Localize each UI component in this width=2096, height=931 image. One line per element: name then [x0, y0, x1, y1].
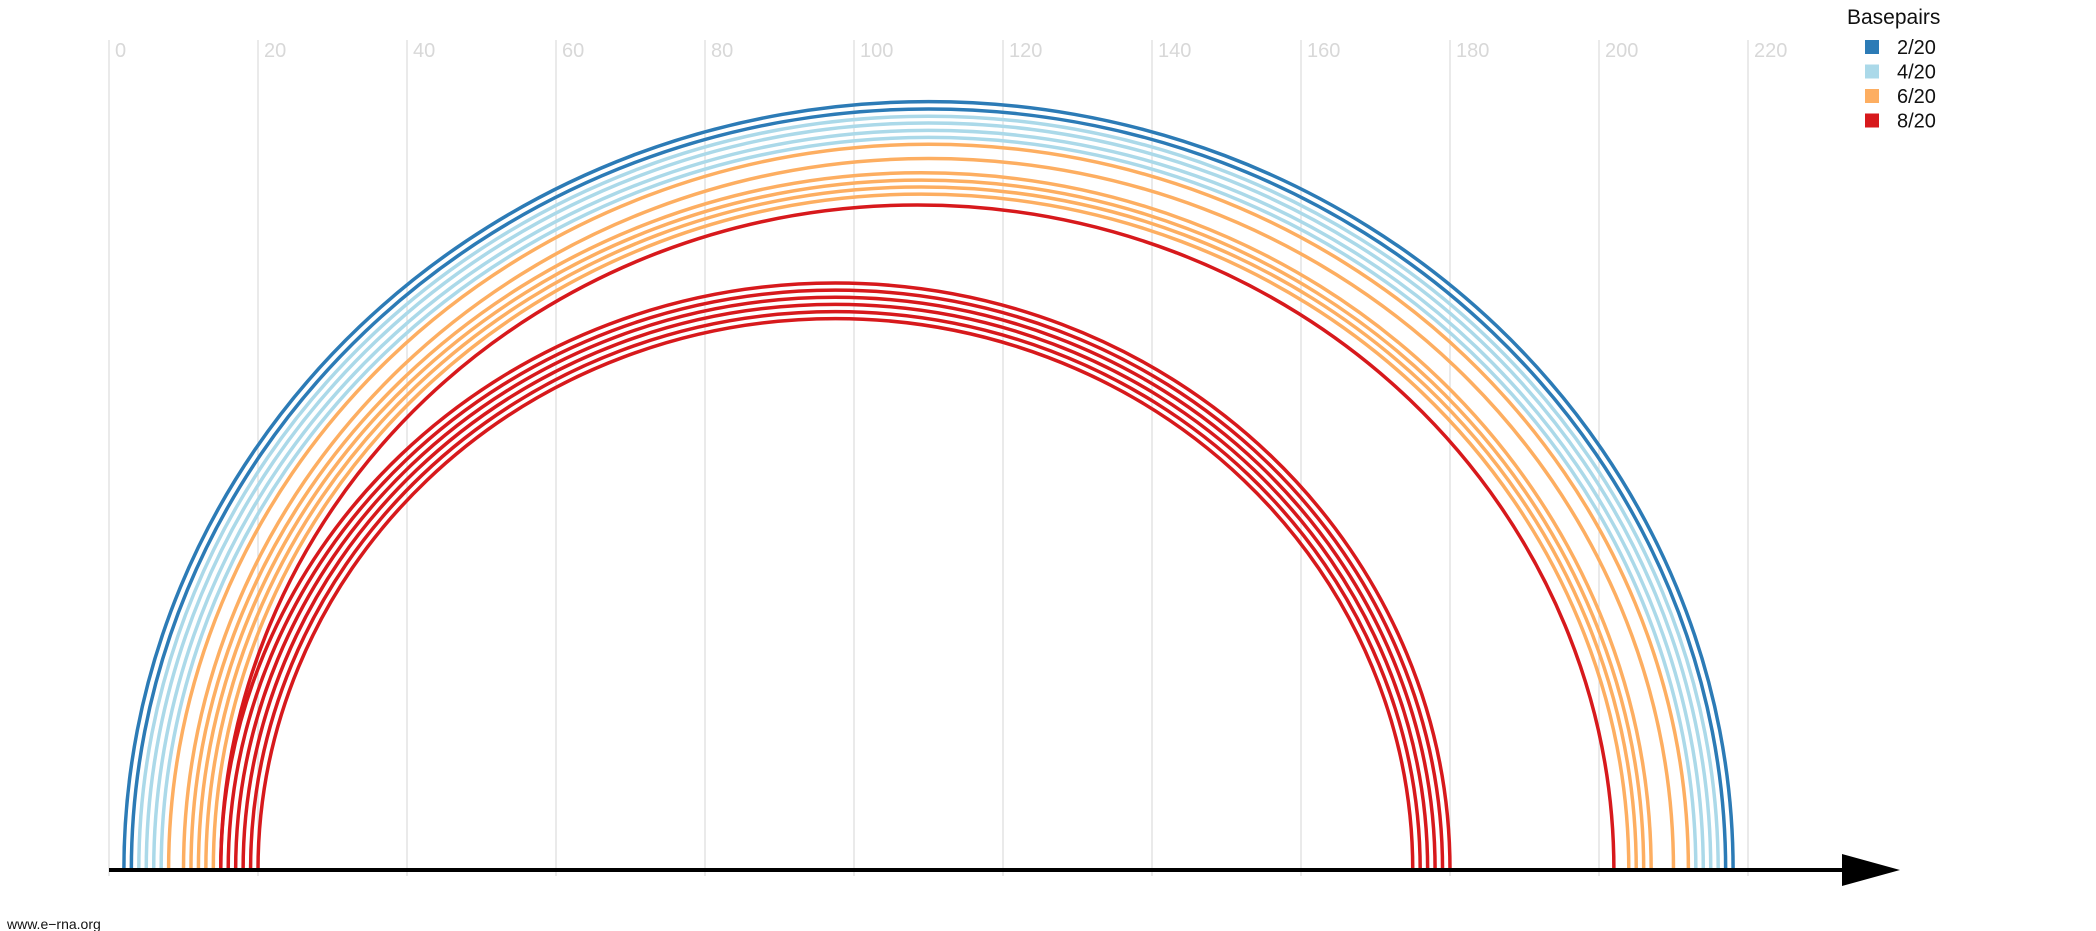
tick-label: 180: [1456, 40, 1489, 62]
tick-label: 200: [1605, 40, 1638, 62]
basepair-arc: [204, 185, 1638, 871]
tick-label: 220: [1754, 40, 1787, 62]
tick-label: 120: [1009, 40, 1042, 62]
legend-swatch: [1865, 89, 1879, 103]
basepair-arc: [159, 135, 1698, 871]
tick-label: 20: [264, 40, 286, 62]
legend-swatch: [1865, 113, 1879, 128]
basepair-arc: [129, 107, 1728, 871]
legend-label: 8/20: [1897, 111, 1936, 133]
basepair-arc: [144, 121, 1713, 871]
axis-tick-labels: 0 20 40 60 80 100 120 140 160 180 200 220: [115, 40, 1787, 62]
sequence-axis: [109, 854, 1900, 886]
axis-arrowhead-icon: [1842, 854, 1900, 886]
basepair-arc: [211, 192, 1631, 871]
tick-label: 60: [562, 40, 584, 62]
grid-lines: [108, 40, 1749, 876]
tick-label: 0: [115, 40, 126, 62]
basepair-arc: [219, 281, 1452, 871]
basepair-arc: [122, 99, 1735, 871]
basepair-arc: [189, 171, 1653, 871]
tick-label: 140: [1158, 40, 1191, 62]
tick-label: 80: [711, 40, 733, 62]
tick-label: 100: [860, 40, 893, 62]
legend-label: 2/20: [1897, 37, 1936, 59]
basepair-arc: [256, 316, 1415, 871]
basepair-arc: [226, 288, 1445, 871]
basepair-arc: [248, 309, 1422, 871]
basepair-arcs: [122, 99, 1735, 871]
tick-label: 160: [1307, 40, 1340, 62]
legend-swatch: [1865, 64, 1879, 79]
legend: Basepairs 2/20 4/206/20 8/20: [1847, 6, 1940, 133]
legend-label: 4/20: [1897, 62, 1936, 84]
basepair-arc: [233, 295, 1437, 871]
basepair-arc: [241, 302, 1430, 871]
footer-credit: www.e−rna.org: [6, 916, 101, 931]
basepair-arc: [181, 156, 1676, 871]
tick-label: 40: [413, 40, 435, 62]
basepair-arc: [166, 142, 1691, 871]
basepair-arc: [151, 128, 1706, 871]
legend-label: 6/20: [1897, 86, 1936, 108]
basepair-arc: [137, 114, 1720, 871]
basepair-arc: [219, 203, 1616, 871]
legend-title: Basepairs: [1847, 6, 1940, 29]
legend-swatch: [1865, 40, 1879, 54]
basepair-arc: [196, 178, 1646, 871]
